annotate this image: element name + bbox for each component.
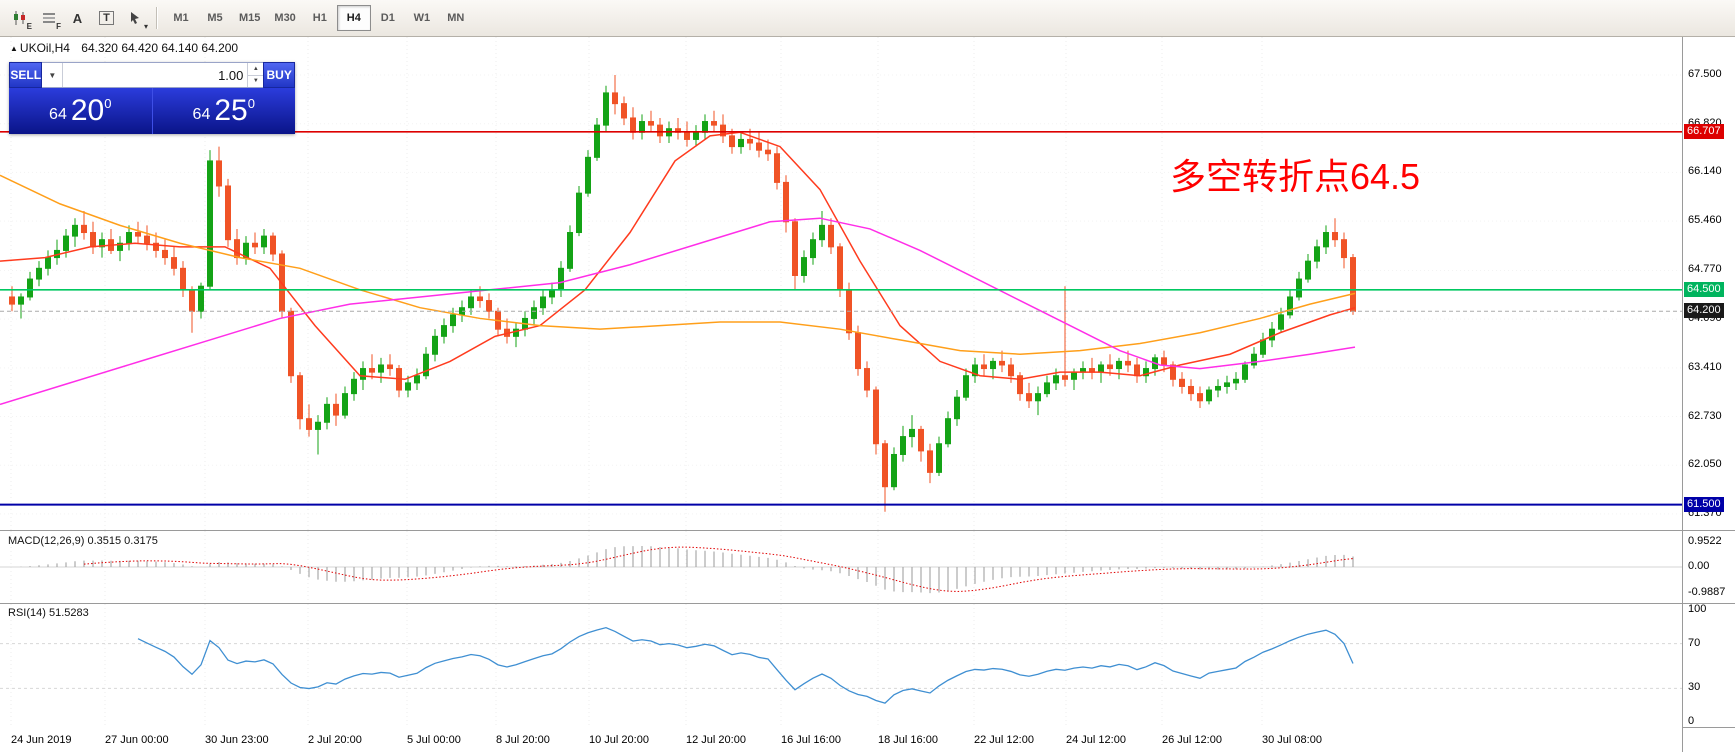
volume-dropdown-icon[interactable]: ▼ (42, 63, 64, 87)
rsi-axis-label: 100 (1688, 603, 1707, 615)
time-label: 30 Jul 08:00 (1262, 734, 1322, 746)
time-label: 10 Jul 20:00 (589, 734, 649, 746)
indicator-list-icon-badge: F (56, 22, 61, 31)
symbol-header: ▲ UKOil,H4 64.320 64.420 64.140 64.200 (10, 41, 238, 55)
price-badge-66.707: 66.707 (1684, 123, 1724, 139)
buy-button[interactable]: BUY (263, 62, 295, 88)
price-badge-61.500: 61.500 (1684, 496, 1724, 512)
timeframe-d1[interactable]: D1 (380, 12, 395, 24)
time-label: 16 Jul 16:00 (781, 734, 841, 746)
hlines-layer (0, 130, 1682, 506)
time-label: 2 Jul 20:00 (308, 734, 362, 746)
buy-price-sup: 0 (247, 96, 255, 111)
rsi-label: RSI(14) 51.5283 (8, 607, 89, 619)
symbol-expand-icon: ▲ (10, 44, 18, 53)
buy-price-pips: 25 (214, 94, 248, 127)
time-label: 24 Jun 2019 (11, 734, 72, 746)
macd-histogram (20, 546, 1354, 594)
timeframe-m5[interactable]: M5 (207, 12, 223, 24)
one-click-trade-panel: SELL ▼ ▲ ▼ BUY 64 20 0 64 25 0 (9, 62, 295, 134)
price-tick: 63.410 (1688, 360, 1722, 373)
timeframe-h4[interactable]: H4 (336, 5, 371, 31)
macd-axis-label: 0.9522 (1688, 535, 1722, 548)
sell-price[interactable]: 64 20 0 (9, 88, 153, 134)
sell-price-pips: 20 (70, 94, 105, 127)
time-label: 22 Jul 12:00 (974, 734, 1034, 746)
timeframe-m30[interactable]: M30 (274, 12, 296, 24)
chart-canvas[interactable] (0, 37, 1682, 530)
buy-price-big: 64 (192, 106, 211, 123)
cursor-tool-icon[interactable]: ▾ (121, 4, 150, 32)
time-label: 26 Jul 12:00 (1162, 734, 1222, 746)
volume-up-icon[interactable]: ▲ (248, 63, 264, 76)
rsi-line (137, 626, 1354, 704)
macd-label: MACD(12,26,9) 0.3515 0.3175 (8, 535, 158, 547)
rsi-axis-label: 30 (1688, 681, 1701, 694)
ma-mid-orange (0, 174, 1356, 355)
macd-axis-label: -0.9887 (1688, 585, 1726, 598)
ma-lines-layer (0, 131, 1356, 406)
price-scale[interactable] (1683, 37, 1735, 727)
timeframe-m1[interactable]: M1 (173, 12, 189, 24)
sell-button[interactable]: SELL (9, 62, 43, 88)
toolbar-separator (156, 7, 158, 29)
timeframe-mn[interactable]: MN (447, 12, 465, 24)
time-label: 27 Jun 00:00 (105, 734, 169, 746)
indicator-list-icon[interactable]: F (34, 4, 63, 32)
price-tick: 67.500 (1688, 68, 1722, 80)
volume-input[interactable] (63, 63, 248, 87)
time-label: 12 Jul 20:00 (686, 734, 746, 746)
time-scale[interactable]: 24 Jun 2019 27 Jun 00:00 30 Jun 23:00 2 Jul… (0, 727, 1682, 752)
macd-rsi-divider[interactable] (0, 603, 1735, 604)
rsi-axis-label: 70 (1688, 636, 1701, 649)
chart-window-icon[interactable]: E (5, 4, 34, 32)
sell-price-sup: 0 (104, 96, 112, 111)
chart-tools-group: E F A T ▾ (5, 4, 150, 32)
price-tick: 62.050 (1688, 458, 1722, 471)
price-axis-separator (1682, 37, 1683, 752)
macd-axis-label: 0.00 (1688, 560, 1710, 572)
price-badge-64.200: 64.200 (1684, 303, 1724, 319)
price-tick: 66.140 (1688, 165, 1722, 178)
sell-price-big: 64 (49, 106, 67, 123)
timeframe-h1[interactable]: H1 (312, 12, 327, 24)
ohlc-values: 64.320 64.420 64.140 64.200 (81, 41, 239, 55)
price-tick: 65.460 (1688, 214, 1722, 227)
chart-annotation-text: 多空转折点64.5 (1170, 156, 1421, 197)
time-label: 24 Jul 12:00 (1066, 734, 1126, 746)
ma-fast-red (0, 131, 1356, 381)
time-label: 18 Jul 16:00 (878, 734, 938, 746)
macd-indicator-panel[interactable] (0, 531, 1682, 603)
timeframe-m15[interactable]: M15 (239, 12, 261, 24)
time-label: 8 Jul 20:00 (496, 734, 550, 746)
buy-price[interactable]: 64 25 0 (153, 88, 296, 134)
volume-spinner: ▲ ▼ (247, 63, 264, 87)
price-tick: 64.770 (1688, 263, 1722, 276)
chart-window-icon-badge: E (26, 22, 32, 31)
trade-panel-controls: SELL ▼ ▲ ▼ BUY (9, 62, 295, 88)
ma-slow-magenta (0, 217, 1356, 406)
timeframe-w1[interactable]: W1 (413, 12, 431, 24)
time-label: 5 Jul 00:00 (407, 734, 461, 746)
time-label: 30 Jun 23:00 (205, 734, 269, 746)
macd-signal-line (83, 546, 1354, 592)
candles-layer (9, 75, 1356, 512)
trade-panel-prices: 64 20 0 64 25 0 (9, 88, 295, 134)
symbol-name: UKOil,H4 (19, 41, 70, 55)
rsi-indicator-panel[interactable] (0, 604, 1682, 727)
rsi-axis-label: 0 (1688, 715, 1695, 727)
text-label-icon[interactable]: A (72, 10, 83, 26)
volume-control: ▼ ▲ ▼ (42, 62, 264, 88)
cursor-tool-icon-badge: ▾ (143, 22, 148, 31)
toolbar: E F A T ▾ M1 M5 M15 M30 H1 H4 D1 W1 MN (0, 0, 1735, 37)
price-tick: 62.730 (1688, 409, 1722, 422)
timeframe-group: M1 M5 M15 M30 H1 H4 D1 W1 MN (164, 5, 473, 31)
price-badge-64.500: 64.500 (1684, 281, 1724, 297)
text-box-icon[interactable]: T (92, 4, 121, 32)
chart-macd-divider[interactable] (0, 530, 1735, 531)
volume-down-icon[interactable]: ▼ (252, 78, 259, 85)
